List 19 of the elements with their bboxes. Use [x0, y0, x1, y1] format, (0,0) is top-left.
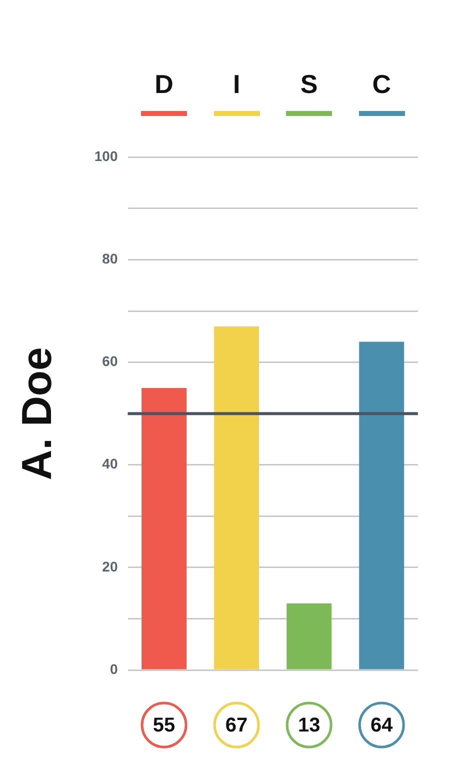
y-tick-label: 40: [102, 456, 118, 472]
y-tick-label: 100: [94, 148, 118, 164]
bar: [286, 603, 332, 670]
data-label: 55: [152, 714, 176, 737]
y-tick-label: 20: [102, 558, 118, 574]
x-tick-label: D: [154, 68, 174, 99]
y-tick-label: 0: [110, 660, 118, 677]
y-axis-title: A. Doe: [12, 347, 60, 480]
x-tick-label: S: [300, 68, 318, 99]
data-label: 67: [225, 714, 248, 737]
y-tick-label: 60: [102, 353, 118, 370]
x-tick-label: I: [232, 68, 240, 99]
bar: [142, 388, 187, 670]
data-label: 64: [370, 714, 394, 737]
data-label: 13: [298, 714, 320, 737]
x-tick-label: C: [372, 68, 392, 99]
bar: [214, 326, 260, 670]
y-tick-label: 80: [102, 250, 118, 267]
bar: [359, 342, 404, 670]
